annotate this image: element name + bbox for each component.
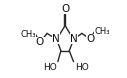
Text: CH₃: CH₃ <box>94 27 110 36</box>
Text: O: O <box>86 34 94 44</box>
Text: HO: HO <box>75 63 88 72</box>
Text: CH₃: CH₃ <box>20 30 36 39</box>
Text: O: O <box>36 37 44 47</box>
Text: N: N <box>70 34 78 44</box>
Text: N: N <box>52 34 60 44</box>
Text: O: O <box>61 4 69 14</box>
Text: HO: HO <box>43 63 57 72</box>
